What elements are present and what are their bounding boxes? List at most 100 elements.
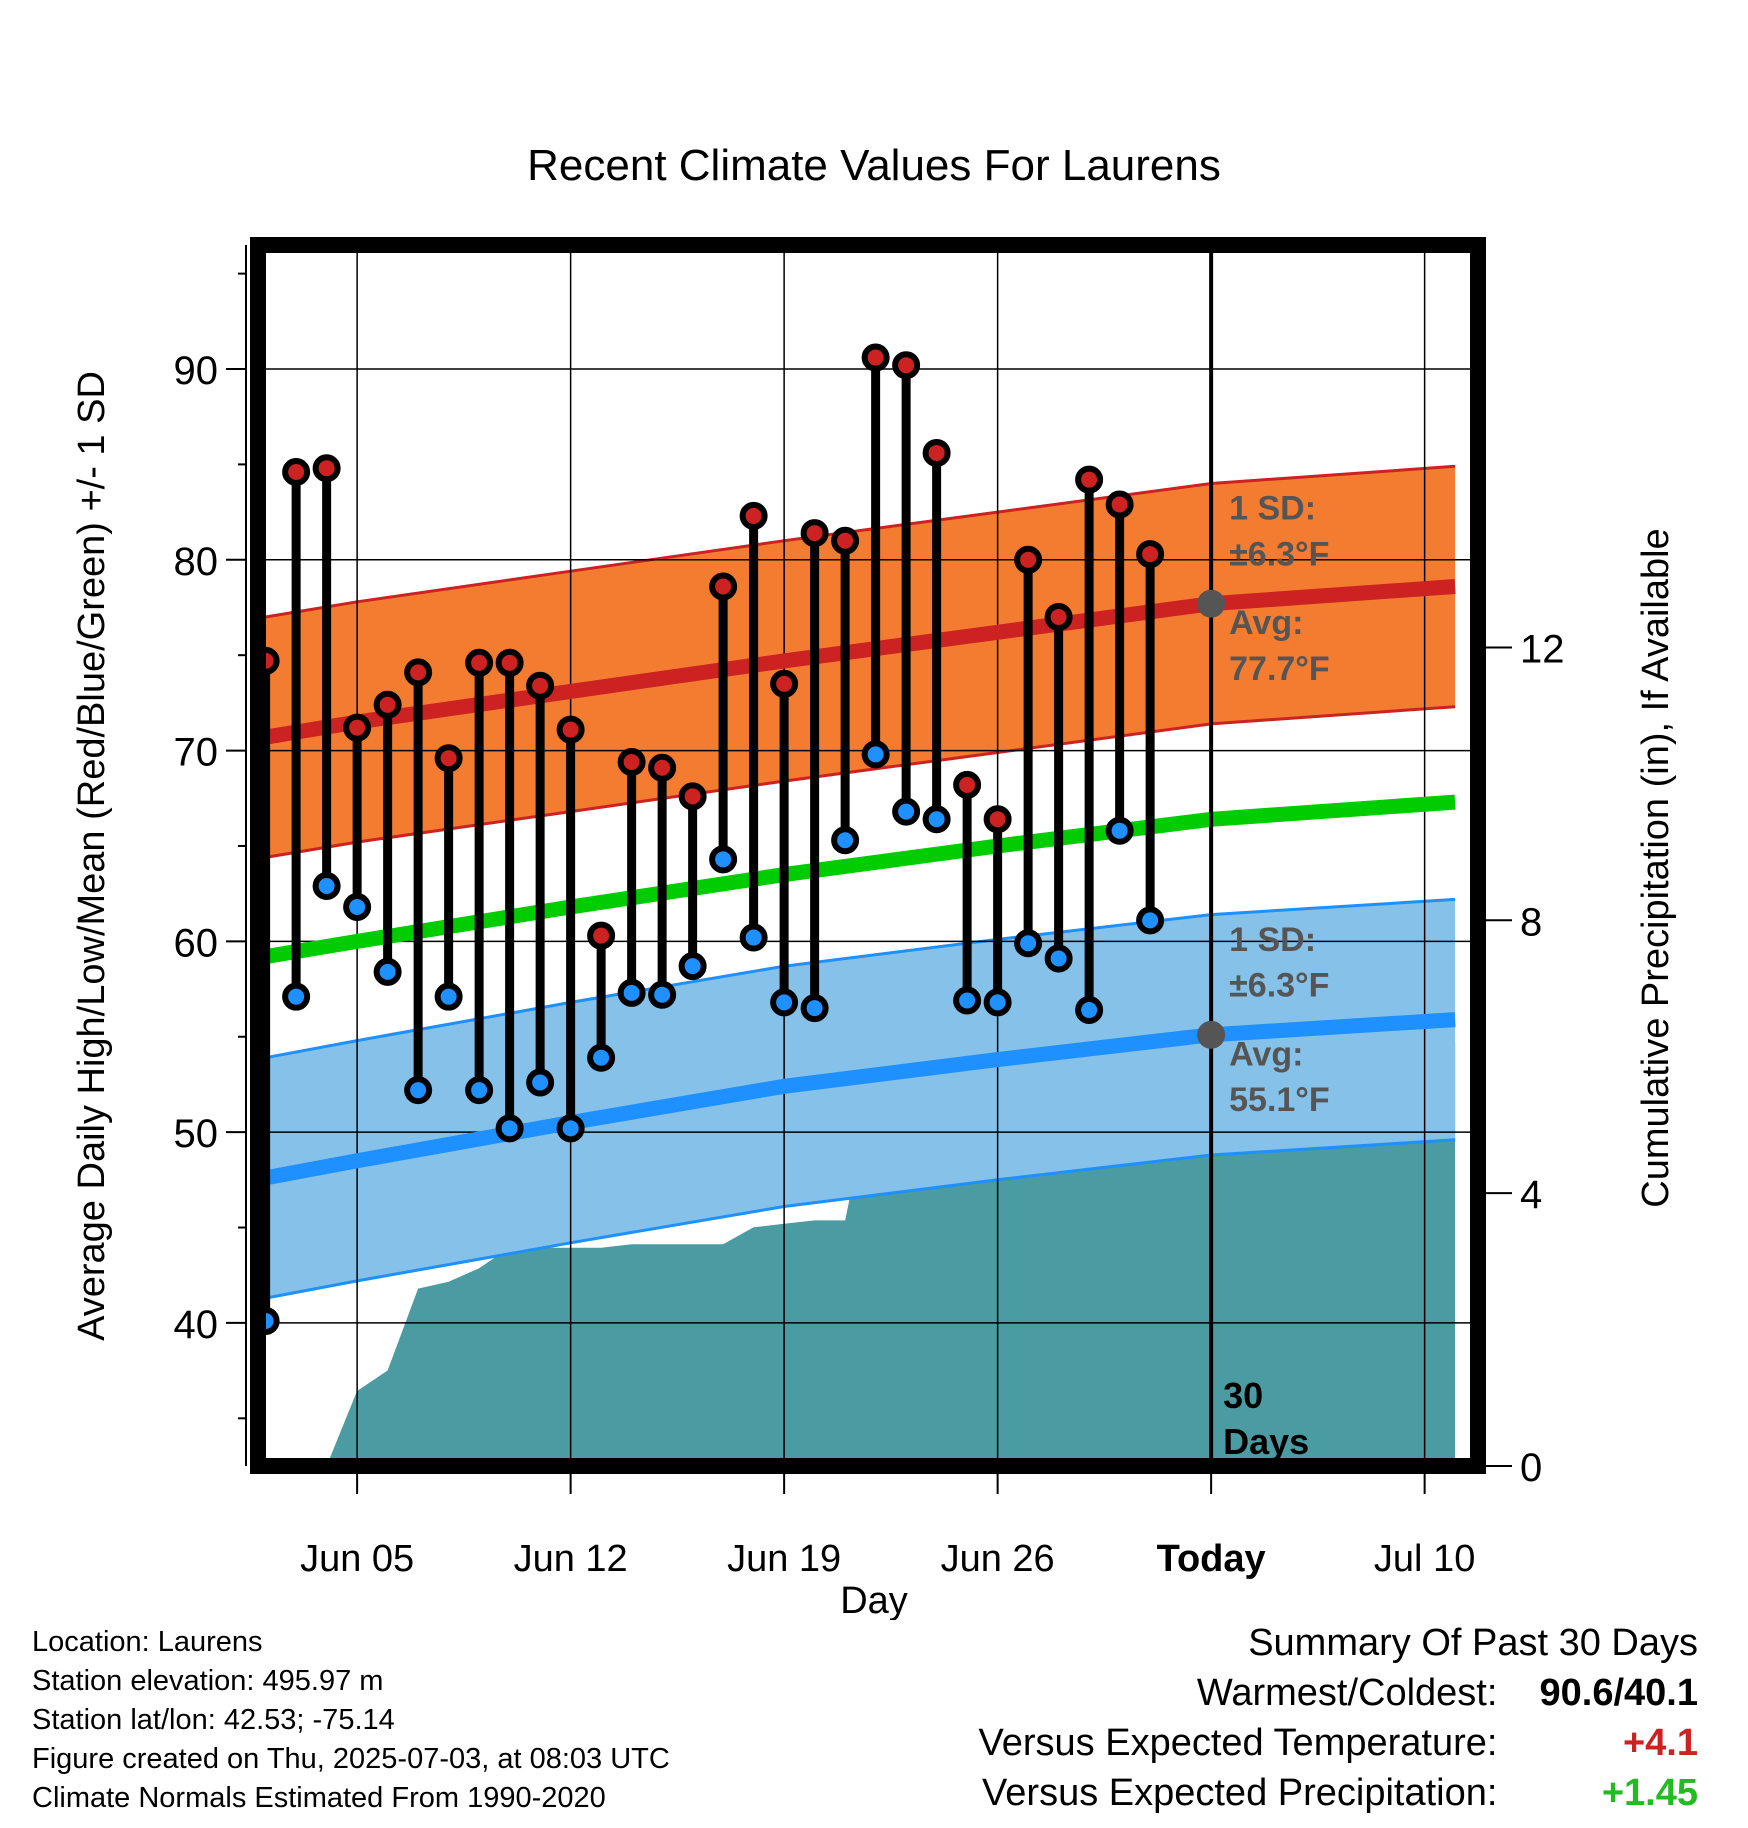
daily-low-point xyxy=(343,893,372,922)
daily-high-point xyxy=(312,454,341,483)
daily-low-point xyxy=(739,923,768,952)
daily-high-point xyxy=(892,351,921,380)
daily-low-point xyxy=(678,952,707,981)
low-band xyxy=(265,899,1456,1299)
daily-high-point xyxy=(465,648,494,677)
high-avg-label: Avg: xyxy=(1229,604,1303,642)
daily-low-point xyxy=(831,826,860,855)
y2-tick-label: 4 xyxy=(1520,1173,1542,1217)
daily-high-point xyxy=(495,648,524,677)
daily-low-point xyxy=(434,982,463,1011)
period-label-days: Days xyxy=(1223,1421,1309,1462)
normals-text: Climate Normals Estimated From 1990-2020 xyxy=(32,1782,606,1814)
daily-high-point xyxy=(587,921,616,950)
daily-low-point xyxy=(861,740,890,769)
high-avg-value: 77.7°F xyxy=(1229,650,1330,688)
daily-low-point xyxy=(1136,906,1165,935)
y-tick-label: 40 xyxy=(174,1303,219,1347)
y2-axis-label: Cumulative Precipitation (in), If Availa… xyxy=(1635,528,1677,1207)
daily-low-point xyxy=(648,980,677,1009)
daily-high-point xyxy=(526,671,555,700)
daily-low-point xyxy=(1014,929,1043,958)
daily-high-point xyxy=(1014,545,1043,574)
daily-low-point xyxy=(1075,996,1104,1025)
low-sd-value: ±6.3°F xyxy=(1229,967,1329,1005)
latlon-text: Station lat/lon: 42.53; -75.14 xyxy=(32,1704,395,1736)
temp-anomaly-value: +4.1 xyxy=(1622,1722,1698,1764)
daily-low-point xyxy=(495,1114,524,1143)
daily-high-point xyxy=(556,715,585,744)
daily-low-point xyxy=(953,986,982,1015)
chart-title: Recent Climate Values For Laurens xyxy=(527,141,1221,190)
daily-low-point xyxy=(282,982,311,1011)
warmest-coldest-label: Warmest/Coldest: xyxy=(1196,1672,1498,1714)
daily-low-point xyxy=(1044,944,1073,973)
elevation-text: Station elevation: 495.97 m xyxy=(32,1665,384,1697)
daily-high-point xyxy=(1075,465,1104,494)
y-tick-label: 90 xyxy=(174,349,219,393)
summary-panel: Summary Of Past 30 Days Warmest/Coldest:… xyxy=(979,1618,1698,1818)
low-avg-label: Avg: xyxy=(1229,1035,1303,1073)
daily-high-point xyxy=(434,744,463,773)
daily-low-point xyxy=(892,797,921,826)
daily-high-point xyxy=(1136,540,1165,569)
high-sd-label: 1 SD: xyxy=(1229,490,1316,528)
daily-high-point xyxy=(831,526,860,555)
plot-frame xyxy=(250,237,1486,1474)
daily-high-point xyxy=(861,343,890,372)
daily-low-point xyxy=(983,988,1012,1017)
y-tick-label: 50 xyxy=(174,1112,219,1156)
plot-area xyxy=(258,245,1478,1466)
daily-high-point xyxy=(678,782,707,811)
y2-tick-label: 8 xyxy=(1520,900,1542,944)
x-axis-label: Day xyxy=(840,1580,908,1620)
precip-anomaly-label: Versus Expected Precipitation: xyxy=(982,1772,1498,1814)
daily-low-point xyxy=(770,988,799,1017)
y2-tick-label: 12 xyxy=(1520,627,1565,671)
y-axis-label: Average Daily High/Low/Mean (Red/Blue/Gr… xyxy=(71,371,113,1341)
daily-high-point xyxy=(404,658,433,687)
temp-anomaly-row: Versus Expected Temperature: +4.1 xyxy=(979,1718,1698,1768)
y-tick-label: 80 xyxy=(174,540,219,584)
daily-high-point xyxy=(373,690,402,719)
daily-high-point xyxy=(343,713,372,742)
daily-high-point xyxy=(617,748,646,777)
daily-low-point xyxy=(465,1076,494,1105)
location-text: Location: Laurens xyxy=(32,1626,263,1658)
created-text: Figure created on Thu, 2025-07-03, at 08… xyxy=(32,1743,670,1775)
warmest-coldest-value: 90.6/40.1 xyxy=(1539,1672,1698,1714)
precip-anomaly-row: Versus Expected Precipitation: +1.45 xyxy=(979,1768,1698,1818)
daily-high-point xyxy=(953,770,982,799)
high-sd-value: ±6.3°F xyxy=(1229,536,1329,574)
period-label-number: 30 xyxy=(1223,1375,1263,1416)
daily-high-point xyxy=(1105,490,1134,519)
low-sd-label: 1 SD: xyxy=(1229,921,1316,959)
daily-low-point xyxy=(617,978,646,1007)
daily-high-point xyxy=(983,805,1012,834)
daily-low-point xyxy=(556,1114,585,1143)
y-tick-label: 70 xyxy=(174,731,219,775)
summary-title: Summary Of Past 30 Days xyxy=(1248,1622,1698,1664)
daily-high-point xyxy=(282,458,311,487)
today-low-avg-marker xyxy=(1197,1020,1226,1049)
today-high-avg-marker xyxy=(1197,589,1226,618)
daily-low-point xyxy=(373,957,402,986)
x-tick-label: Today xyxy=(1157,1538,1266,1580)
y2-tick-label: 0 xyxy=(1520,1446,1542,1490)
daily-high-point xyxy=(1044,603,1073,632)
warmest-coldest-row: Warmest/Coldest: 90.6/40.1 xyxy=(979,1668,1698,1718)
daily-high-point xyxy=(709,572,738,601)
x-tick-label: Jul 10 xyxy=(1374,1538,1475,1580)
station-info: Location: Laurens Station elevation: 495… xyxy=(32,1623,670,1818)
daily-high-point xyxy=(922,438,951,467)
daily-high-point xyxy=(770,669,799,698)
daily-low-point xyxy=(922,805,951,834)
low-avg-value: 55.1°F xyxy=(1229,1081,1330,1119)
precip-anomaly-value: +1.45 xyxy=(1601,1772,1698,1814)
x-tick-label: Jun 12 xyxy=(514,1538,628,1580)
daily-low-point xyxy=(404,1076,433,1105)
y-tick-label: 60 xyxy=(174,921,219,965)
temp-anomaly-label: Versus Expected Temperature: xyxy=(978,1722,1498,1764)
x-tick-label: Jun 26 xyxy=(941,1538,1055,1580)
daily-high-point xyxy=(648,753,677,782)
